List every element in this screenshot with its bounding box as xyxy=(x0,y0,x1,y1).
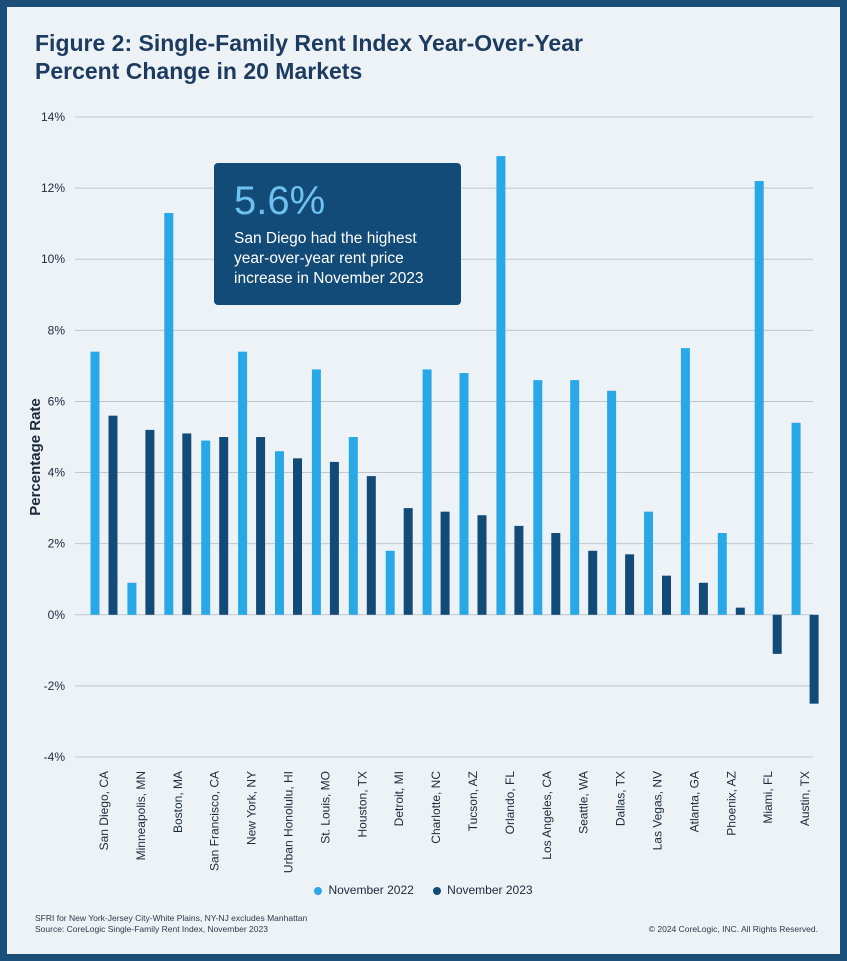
bar-2023 xyxy=(219,437,229,615)
bar-2023 xyxy=(366,476,376,615)
y-tick-label: 14% xyxy=(41,110,65,124)
bar-2023 xyxy=(440,511,450,615)
footer-notes: SFRI for New York-Jersey City-White Plai… xyxy=(35,913,307,935)
y-tick-label: 6% xyxy=(48,394,66,408)
y-tick-label: 8% xyxy=(48,323,66,337)
bar-2022 xyxy=(275,451,284,615)
x-tick-label: Atlanta, GA xyxy=(687,771,701,832)
x-tick-label: Tucson, AZ xyxy=(466,771,480,831)
bar-2023 xyxy=(588,550,598,615)
bar-2022 xyxy=(201,440,211,615)
bar-2023 xyxy=(772,614,782,654)
x-tick-label: Phoenix, AZ xyxy=(724,771,738,836)
legend-label-2022: November 2022 xyxy=(328,883,414,897)
bar-2023 xyxy=(735,607,745,615)
bar-2023 xyxy=(477,515,487,615)
callout-text: San Diego had the highest year-over-year… xyxy=(234,230,424,287)
bar-2022 xyxy=(791,422,801,615)
bar-2022 xyxy=(496,156,506,615)
bar-2022 xyxy=(459,373,469,615)
bar-2023 xyxy=(329,461,339,615)
y-tick-label: 4% xyxy=(48,466,66,480)
bar-2023 xyxy=(551,533,561,615)
x-tick-label: Las Vegas, NV xyxy=(651,771,665,850)
chart-title-line-1: Figure 2: Single-Family Rent Index Year-… xyxy=(35,30,583,56)
x-tick-label: Detroit, MI xyxy=(392,771,406,826)
bar-2022 xyxy=(311,369,321,615)
bar-2023 xyxy=(809,614,819,704)
y-tick-label: 12% xyxy=(41,181,65,195)
bar-2023 xyxy=(514,525,524,615)
x-tick-label: Charlotte, NC xyxy=(429,771,443,844)
bar-2022 xyxy=(348,437,358,615)
x-tick-label: New York, NY xyxy=(245,771,259,845)
bar-2023 xyxy=(293,458,302,615)
bar-2022 xyxy=(533,380,543,615)
y-tick-label: 0% xyxy=(48,608,66,622)
y-tick-label: -2% xyxy=(44,679,66,693)
bar-2023 xyxy=(145,429,155,615)
bar-2023 xyxy=(625,554,635,615)
legend-dot-2023 xyxy=(433,886,442,895)
x-tick-label: Seattle, WA xyxy=(577,771,591,834)
y-tick-label: 10% xyxy=(41,252,65,266)
legend-item-2022: November 2022 xyxy=(314,883,414,897)
y-axis-label: Percentage Rate xyxy=(27,398,44,516)
legend-dot-2022 xyxy=(314,886,323,895)
x-tick-label: Austin, TX xyxy=(798,771,812,826)
bar-2022 xyxy=(607,390,617,615)
y-tick-label: 2% xyxy=(48,537,66,551)
x-tick-label: St. Louis, MO xyxy=(318,771,332,844)
chart-legend: November 2022 November 2023 xyxy=(7,883,840,897)
chart-title-line-2: Percent Change in 20 Markets xyxy=(35,58,363,84)
footer-copyright: © 2024 CoreLogic, INC. All Rights Reserv… xyxy=(648,924,818,934)
footer-source: Source: CoreLogic Single-Family Rent Ind… xyxy=(35,924,268,934)
bar-2022 xyxy=(570,380,580,615)
x-tick-label: Dallas, TX xyxy=(614,771,628,826)
chart-panel: Figure 2: Single-Family Rent Index Year-… xyxy=(7,7,840,954)
x-tick-label: Urban Honolulu, HI xyxy=(282,771,296,873)
y-tick-label: -4% xyxy=(44,750,66,764)
legend-item-2023: November 2023 xyxy=(433,883,533,897)
bar-chart: 14% 12% 10% 8% 6% 4% 2% 0% -2% -4% Percentage Rate… xyxy=(27,110,819,873)
x-tick-label: Orlando, FL xyxy=(503,771,517,835)
bar-2022 xyxy=(644,511,653,615)
x-tick-label: San Diego, CA xyxy=(97,771,111,850)
bar-2022 xyxy=(90,351,100,615)
bar-2022 xyxy=(238,351,248,615)
x-tick-label: Minneapolis, MN xyxy=(134,771,148,860)
x-tick-label: Miami, FL xyxy=(761,771,775,824)
legend-label-2023: November 2023 xyxy=(447,883,533,897)
footer-note: SFRI for New York-Jersey City-White Plai… xyxy=(35,913,308,923)
bar-2023 xyxy=(403,508,413,615)
bar-2023 xyxy=(256,437,266,615)
bar-2022 xyxy=(754,181,764,615)
chart-title: Figure 2: Single-Family Rent Index Year-… xyxy=(35,29,735,85)
bar-2022 xyxy=(164,213,174,615)
bar-2023 xyxy=(662,575,671,615)
callout-value: 5.6% xyxy=(234,179,326,223)
x-tick-label: San Francisco, CA xyxy=(208,771,222,871)
bar-2022 xyxy=(385,550,395,615)
bar-2022 xyxy=(127,582,137,615)
bar-2023 xyxy=(108,415,118,615)
bar-2023 xyxy=(182,433,192,615)
x-tick-label: Houston, TX xyxy=(355,771,369,837)
highlight-callout: 5.6% San Diego had the highest year-over… xyxy=(214,163,461,305)
x-tick-label: Boston, MA xyxy=(171,771,185,833)
bar-2022 xyxy=(680,348,690,615)
bar-2023 xyxy=(698,582,708,615)
x-tick-label: Los Angeles, CA xyxy=(540,771,554,860)
bar-2022 xyxy=(717,533,727,615)
bar-2022 xyxy=(422,369,432,615)
